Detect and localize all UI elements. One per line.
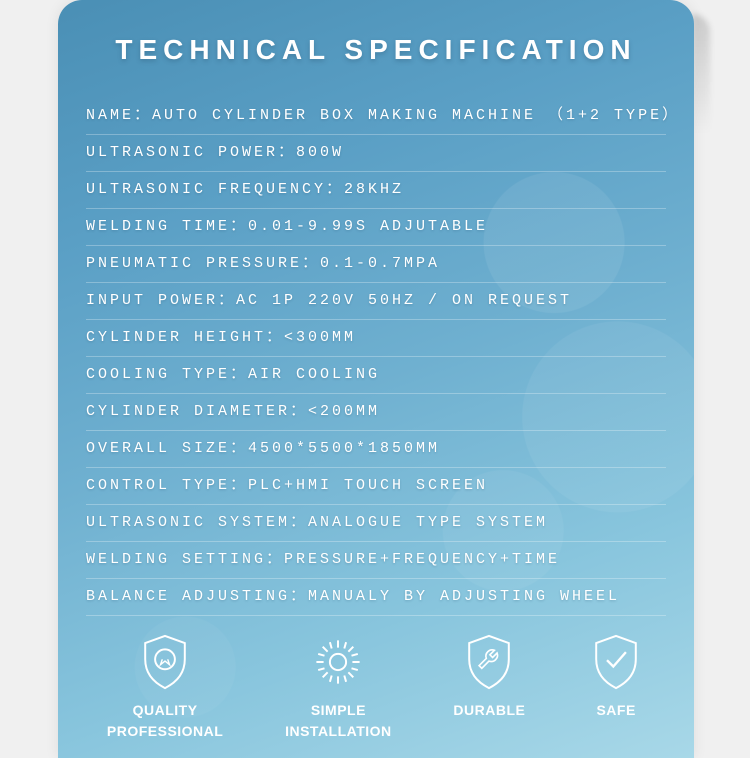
spec-text: WELDING TIME：0.01-9.99S ADJUTABLE	[86, 218, 488, 235]
spec-text: ULTRASONIC POWER：800W	[86, 144, 344, 161]
spec-text: CONTROL TYPE：PLC+HMI TOUCH SCREEN	[86, 477, 488, 494]
spec-row: ULTRASONIC SYSTEM：ANALOGUE TYPE SYSTEM	[86, 505, 666, 542]
check-shield-icon	[587, 630, 645, 694]
spec-row: WELDING TIME：0.01-9.99S ADJUTABLE	[86, 209, 666, 246]
spec-text: ULTRASONIC FREQUENCY：28KHZ	[86, 181, 404, 198]
spec-text: CYLINDER DIAMETER：<200MM	[86, 403, 380, 420]
spec-text: PNEUMATIC PRESSURE：0.1-0.7MPA	[86, 255, 440, 272]
spec-row: BALANCE ADJUSTING：MANUALY BY ADJUSTING W…	[86, 579, 666, 616]
page-title: TECHNICAL SPECIFICATION	[58, 0, 694, 66]
spec-text: ULTRASONIC SYSTEM：ANALOGUE TYPE SYSTEM	[86, 514, 548, 531]
gear-icon	[309, 630, 367, 694]
spec-text: CYLINDER HEIGHT：<300MM	[86, 329, 356, 346]
feature-simple: SIMPLE INSTALLATION	[285, 630, 392, 742]
spec-text: COOLING TYPE：AIR COOLING	[86, 366, 380, 383]
spec-text: BALANCE ADJUSTING：MANUALY BY ADJUSTING W…	[86, 588, 620, 605]
feature-safe: SAFE	[587, 630, 645, 721]
spec-row: INPUT POWER：AC 1P 220V 50HZ / ON REQUEST	[86, 283, 666, 320]
spec-text: OVERALL SIZE：4500*5500*1850MM	[86, 440, 440, 457]
feature-label: QUALITY PROFESSIONAL	[107, 700, 223, 742]
feature-label: SIMPLE INSTALLATION	[285, 700, 392, 742]
spec-row: CYLINDER HEIGHT：<300MM	[86, 320, 666, 357]
spec-text: NAME：AUTO CYLINDER BOX MAKING MACHINE （1…	[86, 107, 680, 124]
spec-row: OVERALL SIZE：4500*5500*1850MM	[86, 431, 666, 468]
feature-row: QUALITY PROFESSIONAL SIMPLE INSTALLATION	[58, 616, 694, 742]
spec-row: WELDING SETTING：PRESSURE+FREQUENCY+TIME	[86, 542, 666, 579]
spec-row: CYLINDER DIAMETER：<200MM	[86, 394, 666, 431]
spec-text: INPUT POWER：AC 1P 220V 50HZ / ON REQUEST	[86, 292, 572, 309]
feature-quality: QUALITY PROFESSIONAL	[107, 630, 223, 742]
spec-row: ULTRASONIC FREQUENCY：28KHZ	[86, 172, 666, 209]
spec-list: NAME：AUTO CYLINDER BOX MAKING MACHINE （1…	[58, 66, 694, 616]
spec-row: NAME：AUTO CYLINDER BOX MAKING MACHINE （1…	[86, 98, 666, 135]
quality-shield-icon	[136, 630, 194, 694]
spec-card: TECHNICAL SPECIFICATION NAME：AUTO CYLIND…	[58, 0, 694, 758]
spec-row: COOLING TYPE：AIR COOLING	[86, 357, 666, 394]
feature-label: SAFE	[596, 700, 635, 721]
spec-row: CONTROL TYPE：PLC+HMI TOUCH SCREEN	[86, 468, 666, 505]
spec-row: PNEUMATIC PRESSURE：0.1-0.7MPA	[86, 246, 666, 283]
feature-durable: DURABLE	[453, 630, 525, 721]
feature-label: DURABLE	[453, 700, 525, 721]
spec-text: WELDING SETTING：PRESSURE+FREQUENCY+TIME	[86, 551, 560, 568]
spec-row: ULTRASONIC POWER：800W	[86, 135, 666, 172]
wrench-shield-icon	[460, 630, 518, 694]
